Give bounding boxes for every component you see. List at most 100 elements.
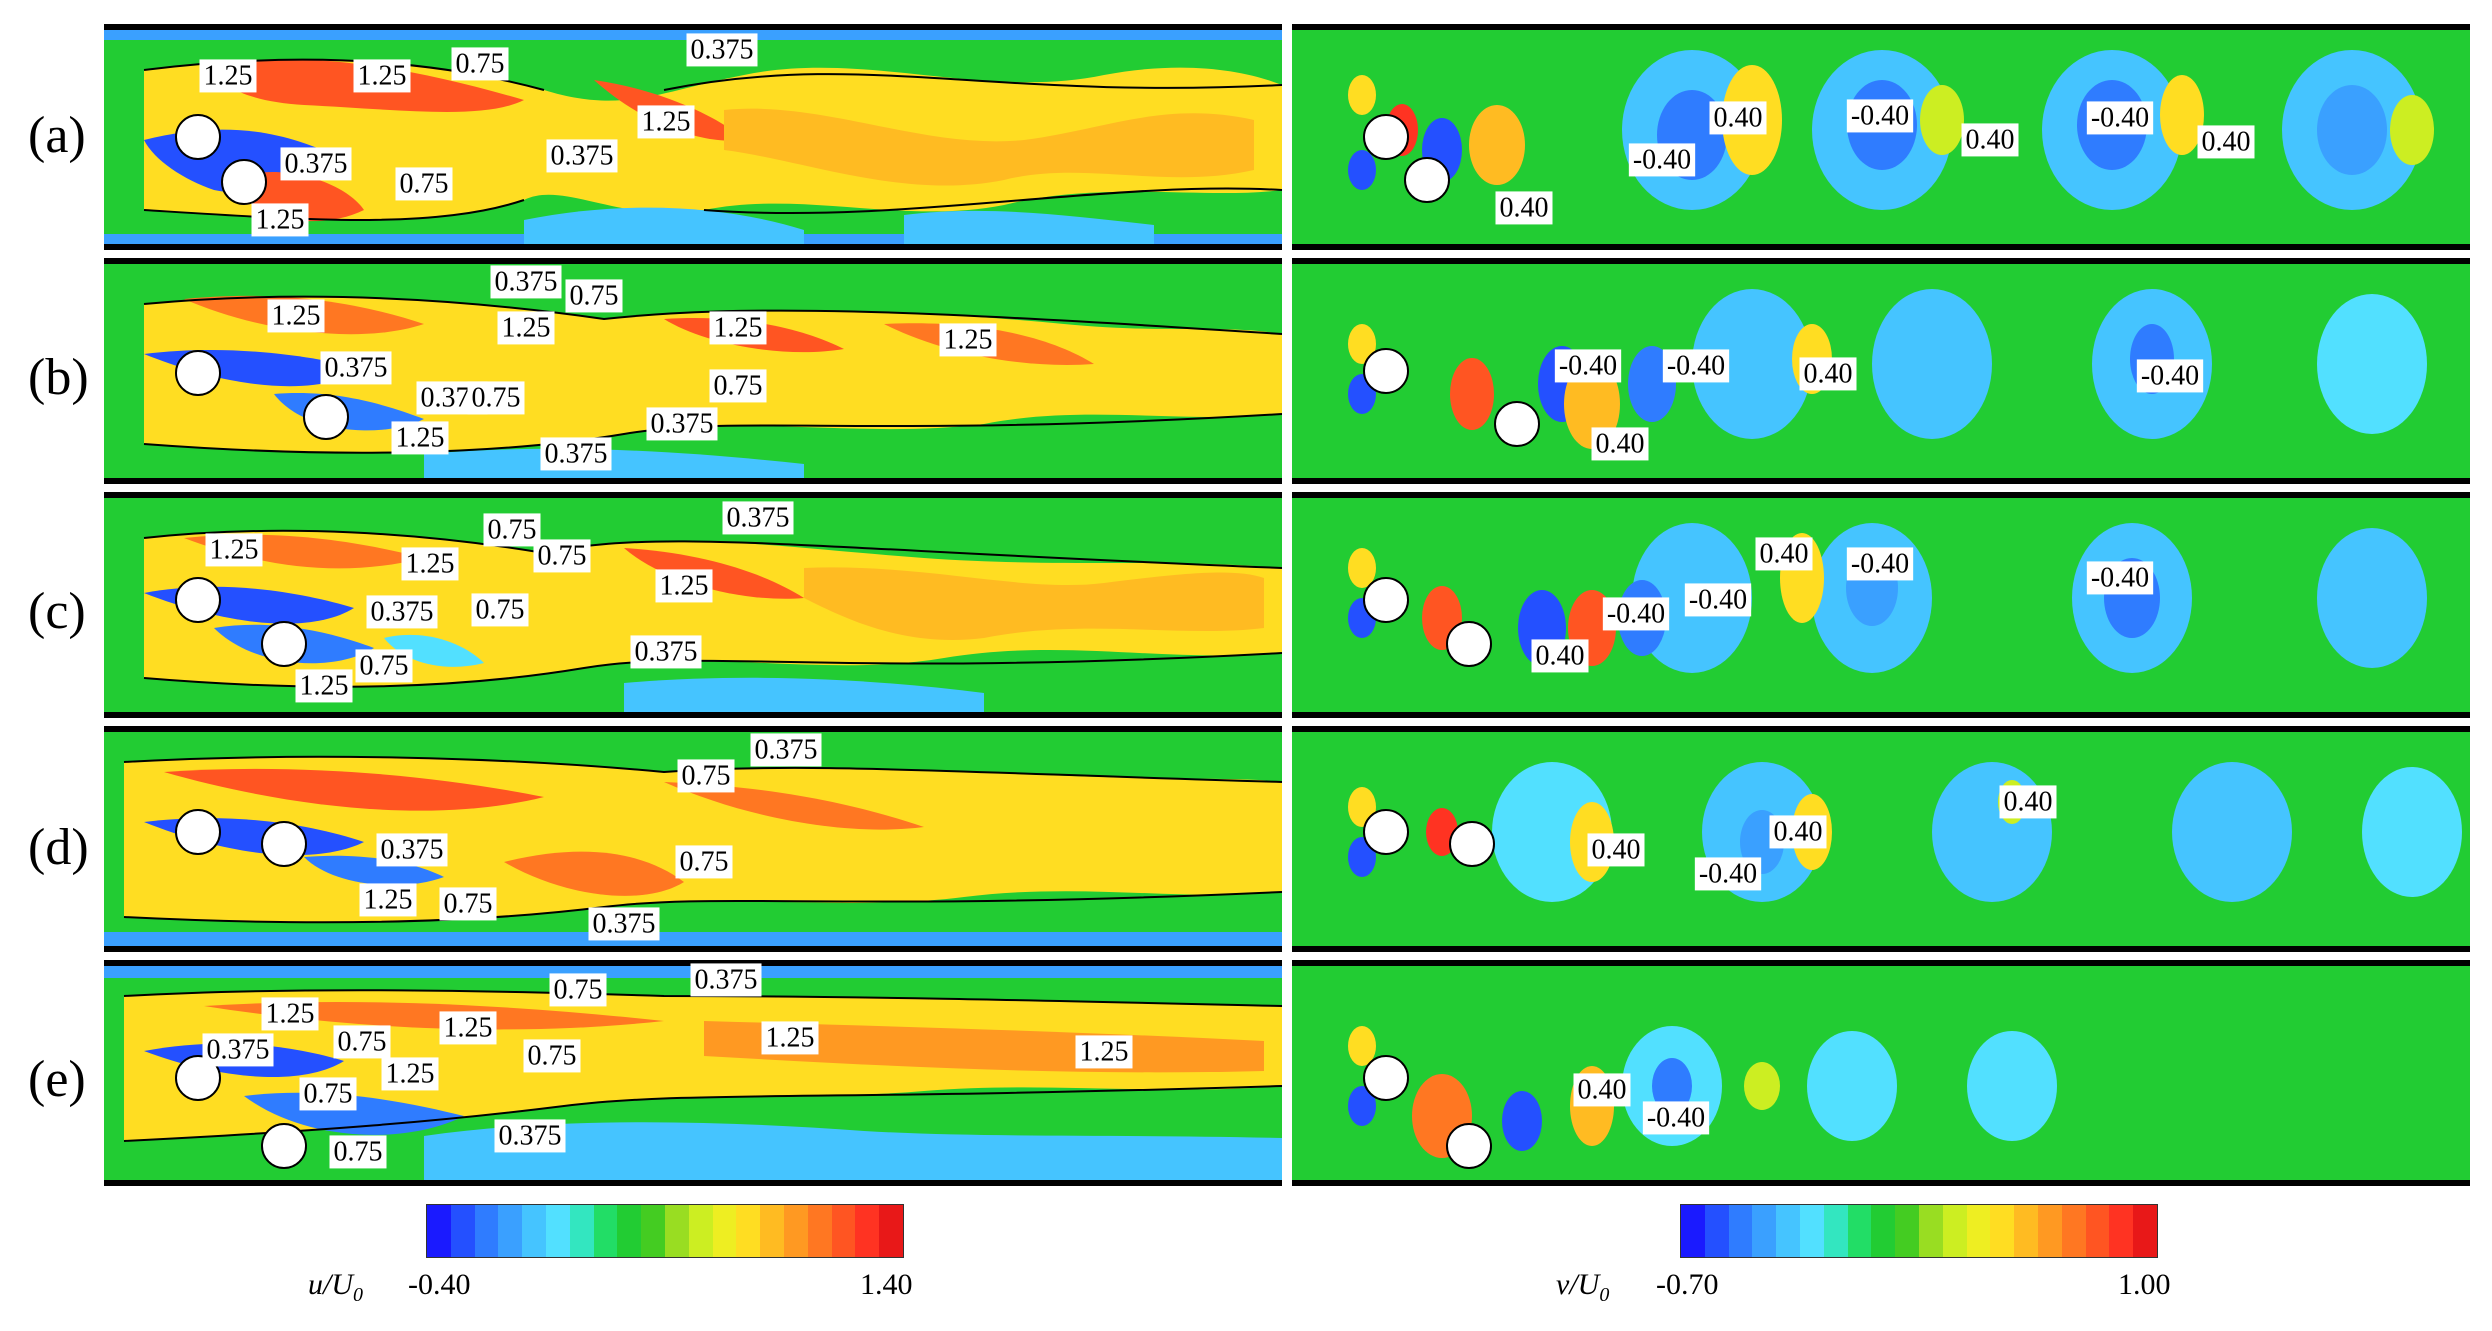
v-contour-label-text: 0.40 (1536, 640, 1585, 671)
v-contour-label-bg (1769, 815, 1827, 849)
v-contour-label-bg (1755, 537, 1813, 571)
colorbar-band (1966, 1205, 1991, 1257)
v-contour-label-text: -0.40 (1851, 100, 1909, 131)
u-contour-label: 1.25 (353, 59, 411, 93)
u-contour-label-bg (677, 759, 735, 793)
u-contour-label-text: 0.375 (593, 908, 656, 939)
u-contour-label: 1.25 (381, 1057, 439, 1091)
colorbar-band (2061, 1205, 2087, 1257)
colorbar-band (474, 1205, 499, 1257)
u-contour-label-text: 0.75 (538, 540, 587, 571)
v-panel-c (1292, 492, 2470, 718)
u-contour-label-bg (467, 381, 525, 415)
colorbar-band (712, 1205, 737, 1257)
u-colorbar (426, 1204, 904, 1258)
u-contour-label: 0.75 (677, 759, 735, 793)
u-contour-label-bg (1075, 1035, 1133, 1069)
v-colorbar-variable: v/U0 (1556, 1268, 1609, 1307)
v-panel-b (1292, 258, 2470, 484)
colorbar-band (641, 1205, 666, 1257)
u-contour-label: 0.75 (299, 1077, 357, 1111)
colorbar-band (1752, 1205, 1777, 1257)
v-colorbar (1680, 1204, 2158, 1258)
u-contour-label-text: 0.75 (334, 1136, 383, 1167)
u-contour-label-text: 1.25 (1080, 1036, 1129, 1067)
u-contour-label-text: 0.375 (755, 734, 818, 765)
v-contour-label-bg (1684, 583, 1752, 617)
u-contour-label-bg (299, 1077, 357, 1111)
u-contour-label-bg (686, 33, 758, 67)
v-contour-label-bg (1642, 1101, 1710, 1135)
u-colorbar-max: 1.40 (860, 1268, 913, 1301)
v-colorbar-variable-name: v/U (1556, 1268, 1600, 1301)
v-contour-label: 0.40 (1769, 815, 1827, 849)
u-contour-label-bg (280, 147, 352, 181)
v-contour-label: 0.40 (1755, 537, 1813, 571)
u-contour-label: 1.25 (391, 421, 449, 455)
u-contour-label-text: 1.25 (406, 548, 455, 579)
u-contour-label-bg (439, 887, 497, 921)
u-contour-label-text: 1.25 (660, 570, 709, 601)
u-contour-label: 0.375 (540, 437, 612, 471)
v-contour-label: -0.40 (1846, 547, 1914, 581)
u-contour-label-bg (202, 1033, 274, 1067)
colorbar-band (879, 1205, 904, 1257)
u-contour-label-bg (630, 635, 702, 669)
u-contour-label-text: 1.25 (714, 312, 763, 343)
u-contour-label-bg (395, 167, 453, 201)
u-contour-label: 0.375 (490, 265, 562, 299)
u-contour-label-text: 1.25 (642, 106, 691, 137)
u-contour-label-text: 0.375 (651, 408, 714, 439)
colorbar-band (1847, 1205, 1872, 1257)
u-contour-label: 0.375 (722, 501, 794, 535)
v-contour-label: -0.40 (2086, 101, 2154, 135)
v-colorbar-variable-sub: 0 (1599, 1284, 1610, 1306)
v-field-d (1292, 732, 2470, 946)
v-contour-label-bg (2136, 359, 2204, 393)
u-contour-label-bg (376, 833, 448, 867)
colorbar-band (1871, 1205, 1896, 1257)
u-contour-label-bg (761, 1021, 819, 1055)
u-contour-label: 0.375 (376, 833, 448, 867)
u-panel-e (104, 960, 1282, 1186)
u-contour-label-text: 1.25 (266, 998, 315, 1029)
colorbar-band (522, 1205, 547, 1257)
u-contour-label: 0.75 (709, 369, 767, 403)
v-contour-label: 0.40 (1573, 1073, 1631, 1107)
v-contour-label: 0.40 (1495, 191, 1553, 225)
v-contour-label: 0.40 (1709, 101, 1767, 135)
u-contour-label-bg (646, 407, 718, 441)
u-contour-label: 0.75 (523, 1039, 581, 1073)
v-contour-label-text: 0.40 (2004, 786, 2053, 817)
v-contour-label-bg (2086, 101, 2154, 135)
u-contour-label: 0.75 (675, 845, 733, 879)
u-contour-label-bg (690, 963, 762, 997)
u-contour-label-bg (494, 1119, 566, 1153)
u-contour-label-bg (353, 59, 411, 93)
v-contour-label-bg (1602, 597, 1670, 631)
u-contour-label-text: 0.375 (551, 140, 614, 171)
v-contour-label-text: -0.40 (1647, 1102, 1705, 1133)
u-contour-label: 0.375 (366, 595, 438, 629)
v-contour-label-text: -0.40 (2141, 360, 2199, 391)
u-colorbar-variable-name: u/U (308, 1268, 353, 1301)
u-contour-label-text: 0.75 (444, 888, 493, 919)
v-panel-d (1292, 726, 2470, 952)
colorbar-band (736, 1205, 761, 1257)
v-contour-label-bg (1709, 101, 1767, 135)
u-contour-label-bg (497, 311, 555, 345)
u-contour-label: 0.75 (439, 887, 497, 921)
v-contour-label-text: -0.40 (1699, 858, 1757, 889)
v-contour-label-text: 0.40 (1966, 124, 2015, 155)
u-contour-label-bg (451, 47, 509, 81)
v-contour-label-bg (1591, 427, 1649, 461)
v-contour-label-text: -0.40 (1851, 548, 1909, 579)
u-contour-label-text: 1.25 (502, 312, 551, 343)
v-contour-label: -0.40 (1554, 349, 1622, 383)
u-contour-label-bg (261, 997, 319, 1031)
u-contour-label-text: 0.375 (635, 636, 698, 667)
u-contour-label: 0.75 (451, 47, 509, 81)
u-contour-label-text: 0.75 (714, 370, 763, 401)
